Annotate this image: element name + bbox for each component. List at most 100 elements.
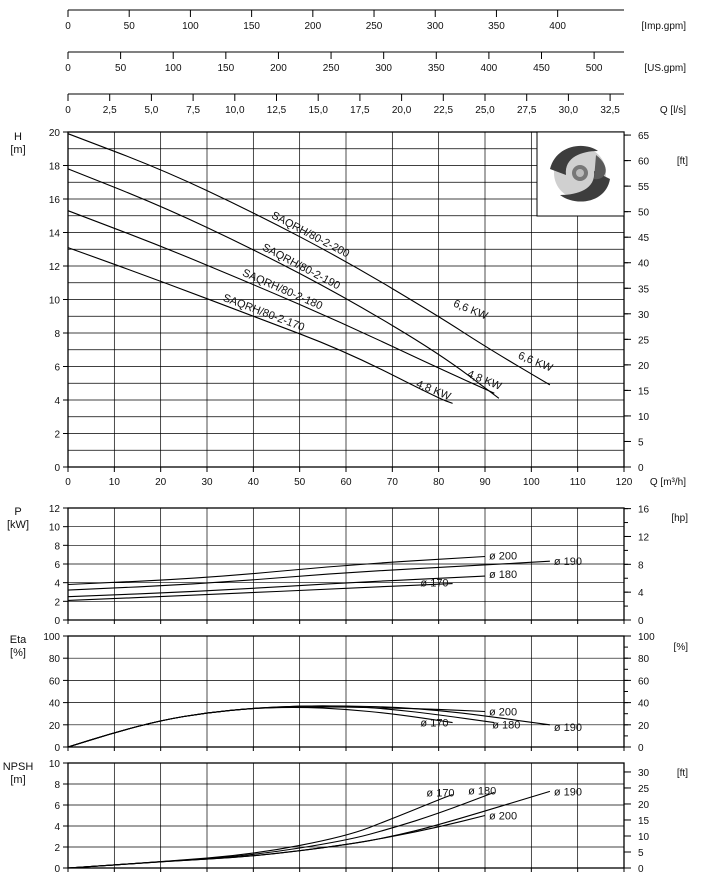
right-tick-label: 30: [638, 768, 650, 779]
right-tick-label: 15: [638, 816, 650, 827]
right-tick-label: 55: [638, 182, 650, 193]
top-axis-tick-label: 17,5: [350, 105, 370, 116]
top-axis-tick-label: 100: [165, 63, 182, 74]
x-tick-label: 90: [479, 477, 491, 488]
y-tick-label: 6: [54, 363, 60, 374]
right-tick-label: 0: [638, 463, 644, 474]
right-tick-label: 0: [638, 864, 644, 875]
top-axis-unit: [US.gpm]: [644, 63, 686, 74]
right-tick-label: 65: [638, 131, 650, 142]
right-tick-label: 0: [638, 616, 644, 627]
x-axis: 0 10 20 30 40 50 60 70 80 90 100 110 120 Q [m³/h]: [65, 467, 686, 872]
top-axis-tick-label: 200: [270, 63, 287, 74]
series-label: ø 200: [489, 706, 517, 718]
right-tick-label: 10: [638, 412, 650, 423]
right-tick-label: 60: [638, 157, 650, 168]
top-axis-tick-label: 20,0: [392, 105, 412, 116]
kw-annotation: 6,6 KW: [451, 298, 490, 323]
y-tick-label: 6: [54, 801, 60, 812]
top-axis-tick-label: 250: [323, 63, 340, 74]
right-axis-unit: [ft]: [677, 768, 688, 779]
top-axis-tick-label: 400: [549, 21, 566, 32]
chart-panels: 02468101214161820H[m]0510152025303540455…: [3, 128, 688, 875]
series-line-saqrh-80-2-190: [67, 168, 500, 399]
series-line--190: [67, 560, 550, 591]
y-tick-label: 2: [54, 597, 60, 608]
series-label: ø 200: [489, 551, 517, 563]
right-tick-label: 8: [638, 560, 644, 571]
chart-panel-npsh: 0 2 4 6 8 10 NPSH[m] 0 5 10 15 20 25 30 [ft] ø 170 ø 180…: [3, 759, 688, 875]
right-tick-label: 16: [638, 505, 650, 516]
top-axis-tick-label: 0: [65, 63, 71, 74]
impeller-blade: [594, 155, 606, 180]
x-tick-label: 10: [109, 477, 121, 488]
top-axis-tick-label: 350: [488, 21, 505, 32]
top-axis-tick-label: 12,5: [267, 105, 287, 116]
top-axis-tick-label: 400: [481, 63, 498, 74]
x-tick-label: 0: [65, 477, 71, 488]
right-tick-label: 80: [638, 654, 650, 665]
y-tick-label: 80: [49, 654, 61, 665]
top-axis-unit: Q [l/s]: [660, 105, 686, 116]
x-tick-label: 70: [387, 477, 399, 488]
y-tick-label: 4: [54, 579, 60, 590]
y-tick-label: 8: [54, 329, 60, 340]
y-tick-label: 10: [49, 523, 61, 534]
y-tick-label: 12: [49, 262, 61, 273]
right-tick-label: 20: [638, 361, 650, 372]
x-tick-label: 20: [155, 477, 167, 488]
y-axis-label: P: [14, 506, 21, 518]
y-tick-label: 40: [49, 699, 61, 710]
y-tick-label: 60: [49, 676, 61, 687]
y-tick-label: 18: [49, 162, 61, 173]
right-tick-label: 5: [638, 437, 644, 448]
kw-annotation: 4,8 KW: [414, 378, 453, 403]
right-tick-label: 20: [638, 721, 650, 732]
series-line--170: [67, 583, 453, 601]
right-axis-unit: [hp]: [671, 513, 688, 524]
right-tick-label: 60: [638, 676, 650, 687]
series-line--200: [67, 555, 486, 586]
top-axis-tick-label: 32,5: [600, 105, 620, 116]
impeller-hub-center: [576, 169, 584, 177]
series-line--170: [67, 793, 453, 869]
series-label: ø 190: [554, 556, 582, 568]
series-label: ø 170: [426, 788, 454, 800]
series-label: ø 190: [554, 786, 582, 798]
y-tick-label: 10: [49, 296, 61, 307]
y-tick-label: 4: [54, 396, 60, 407]
y-tick-label: 12: [49, 504, 61, 515]
right-axis-unit: [ft]: [677, 156, 688, 167]
right-tick-label: 35: [638, 284, 650, 295]
right-tick-label: 40: [638, 259, 650, 270]
series-label: ø 200: [489, 811, 517, 823]
series-line--180: [67, 575, 486, 598]
right-tick-label: 45: [638, 233, 650, 244]
top-axis-tick-label: 450: [533, 63, 550, 74]
y-tick-label: 6: [54, 560, 60, 571]
y-axis-label: Eta: [10, 634, 27, 646]
y-axis-label: [kW]: [7, 519, 29, 531]
top-axis-tick-label: 100: [182, 21, 199, 32]
x-tick-label: 100: [523, 477, 540, 488]
x-tick-label: 50: [294, 477, 306, 488]
series-line--170: [67, 706, 453, 748]
right-tick-label: 30: [638, 310, 650, 321]
y-axis-label: [m]: [10, 144, 25, 156]
y-tick-label: 8: [54, 541, 60, 552]
series-label: ø 180: [489, 569, 517, 581]
top-axis-tick-label: 10,0: [225, 105, 245, 116]
top-axis-tick-label: 500: [586, 63, 603, 74]
x-tick-label: 40: [248, 477, 260, 488]
y-tick-label: 20: [49, 128, 61, 139]
y-axis-label: [m]: [10, 774, 25, 786]
y-tick-label: 2: [54, 843, 60, 854]
chart-panel-p: 0 2 4 6 8 10 12 P[kW] 0 4 8 12 16 [hp] ø 200 ø 190 ø 180…: [7, 504, 688, 627]
y-axis-label: NPSH: [3, 761, 34, 773]
series-label: ø 180: [492, 720, 520, 732]
y-tick-label: 10: [49, 759, 61, 770]
x-tick-label: 120: [616, 477, 633, 488]
y-tick-label: 0: [54, 743, 60, 754]
